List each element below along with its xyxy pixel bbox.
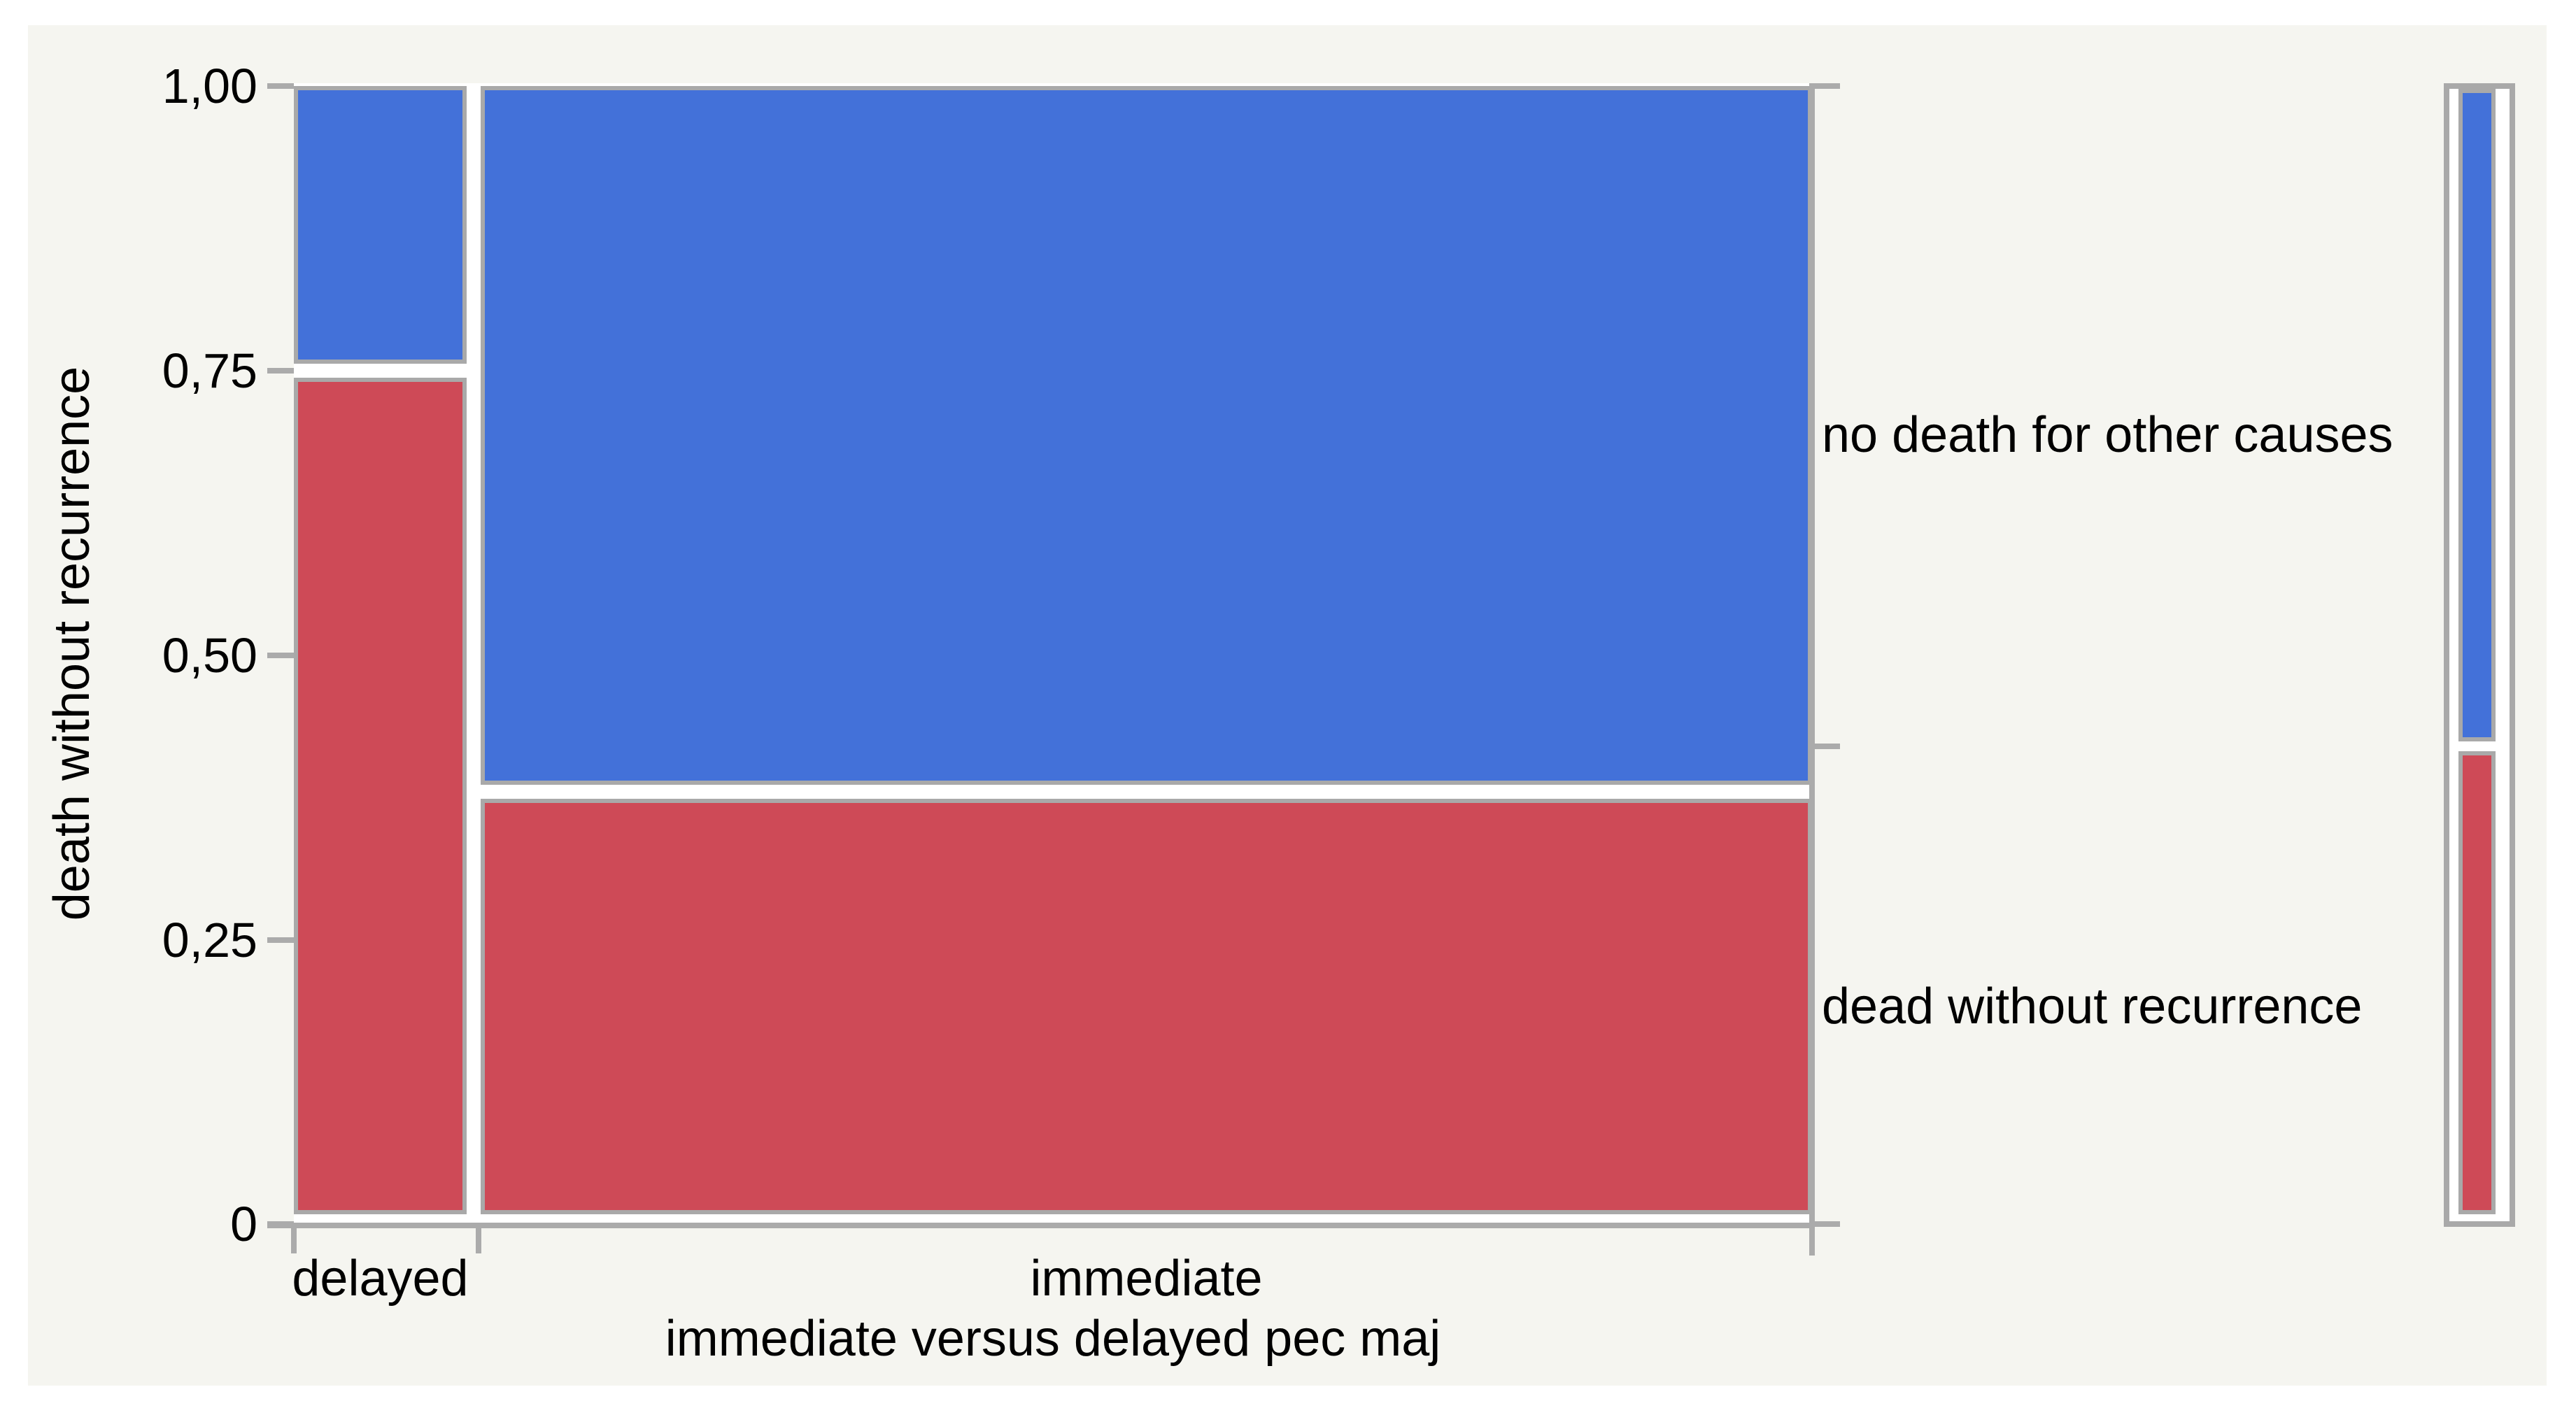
y-tick-mark-050: [267, 653, 294, 658]
right-axis-line: [1809, 83, 1815, 1256]
segment-label-no-death: no death for other causes: [1822, 407, 2393, 464]
y-tick-label-000: 0: [230, 1197, 257, 1251]
y-tick-label-050: 0,50: [162, 628, 257, 683]
y-tick-label-025: 0,25: [162, 913, 257, 967]
overall-cell-top: [2458, 89, 2496, 741]
x-axis-line: [267, 1223, 1812, 1228]
right-axis-tick-overall-split: [1815, 743, 1840, 749]
y-tick-mark-025: [267, 937, 294, 943]
x-category-label-0: delayed: [292, 1251, 469, 1307]
right-axis-tick-bottom: [1815, 1221, 1840, 1227]
x-axis-title: immediate versus delayed pec maj: [665, 1311, 1441, 1367]
y-tick-mark-075: [267, 368, 294, 374]
y-axis-title: death without recurrence: [44, 366, 100, 921]
right-axis-tick-top: [1815, 83, 1840, 89]
x-category-tick-delayed: [291, 1227, 297, 1253]
mosaic-cell-1-bottom: [481, 798, 1812, 1214]
y-tick-label-100: 1,00: [162, 59, 257, 113]
overall-cell-bottom: [2458, 751, 2496, 1214]
y-tick-label-075: 0,75: [162, 343, 257, 398]
mosaic-cell-0-top: [294, 86, 467, 364]
segment-label-dead: dead without recurrence: [1822, 978, 2363, 1034]
x-category-label-1: immediate: [1030, 1251, 1263, 1307]
mosaic-cell-0-bottom: [294, 377, 467, 1214]
y-tick-mark-100: [267, 83, 294, 89]
x-category-tick-immediate: [476, 1227, 481, 1253]
mosaic-cell-1-top: [481, 86, 1812, 785]
